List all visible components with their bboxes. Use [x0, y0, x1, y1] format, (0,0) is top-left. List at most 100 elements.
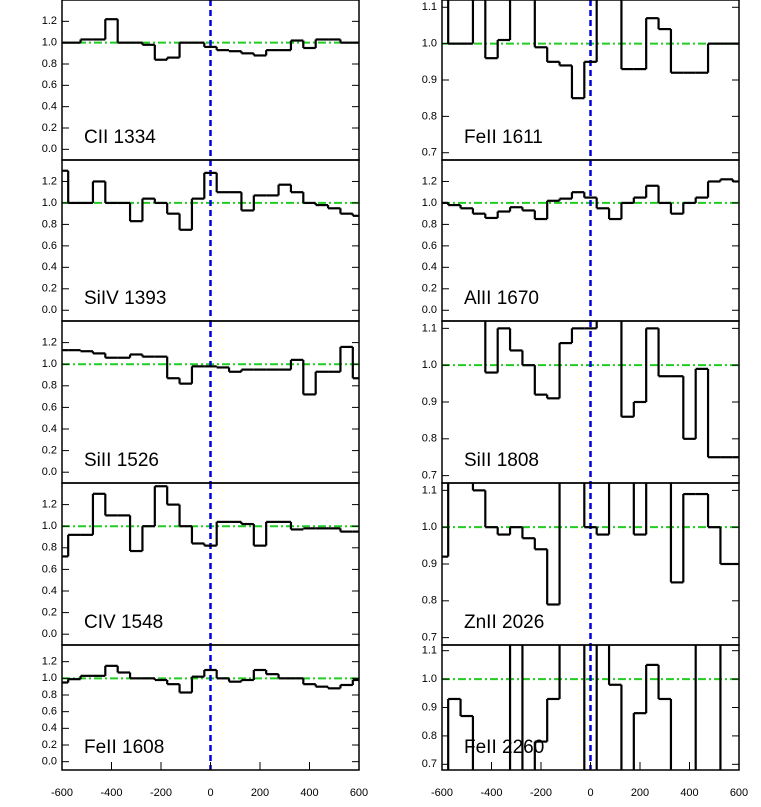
y-tick-label: 1.2: [42, 175, 57, 187]
y-tick-label: 0.4: [422, 261, 437, 273]
spectrum: [62, 18, 359, 61]
panel-label: ZnII 2026: [464, 612, 544, 633]
y-tick-label: 0.8: [42, 58, 57, 70]
panel: 0.7 0.8 0.9 1.0 1.1 SiII 1808: [422, 320, 740, 484]
x-tick-label: 0: [207, 787, 213, 799]
x-tick-label: 0: [587, 787, 593, 799]
panel-label: SiII 1526: [84, 450, 159, 471]
y-tick-label: 1.0: [422, 673, 437, 685]
panel-label: SiIV 1393: [84, 288, 166, 309]
panel: 0.0 0.2 0.4 0.6 0.8 1.0 1.2 SiIV 1393: [42, 159, 360, 322]
y-tick-label: 1.2: [422, 175, 437, 187]
y-tick-label: 0.8: [422, 433, 437, 445]
y-tick-label: 0.9: [422, 701, 437, 713]
x-tick-label: 400: [680, 787, 698, 799]
panel: 0.7 0.8 0.9 1.0 1.1 ZnII 2026: [422, 482, 740, 646]
y-tick-label: 1.0: [422, 359, 437, 371]
y-tick-label: 0.7: [422, 758, 437, 770]
y-tick-label: 0.7: [422, 470, 437, 482]
y-tick-label: 0.6: [42, 706, 57, 718]
x-tick-label: -200: [530, 787, 552, 799]
y-tick-label: 0.2: [42, 122, 57, 134]
panel-label: CIV 1548: [84, 612, 163, 633]
y-tick-label: 0.8: [42, 689, 57, 701]
y-tick-label: 0.6: [42, 563, 57, 575]
y-tick-label: 0.2: [42, 739, 57, 751]
spectrum: [62, 345, 359, 396]
panel-label: FeII 1608: [84, 737, 164, 758]
x-tick-label: -600: [51, 787, 73, 799]
y-tick-label: 0.4: [42, 585, 57, 597]
panel: 0.7 0.8 0.9 1.0 1.1 FeII 1611: [422, 0, 740, 161]
x-tick-label: 200: [251, 787, 269, 799]
x-tick-label: 200: [631, 787, 649, 799]
y-tick-label: 0.9: [422, 396, 437, 408]
y-tick-label: 0.9: [422, 558, 437, 570]
y-tick-label: 0.8: [42, 218, 57, 230]
x-tick-label: -400: [100, 787, 122, 799]
spectrum: [62, 169, 359, 231]
spectrum: [442, 178, 739, 221]
plot-frame: [61, 644, 360, 771]
spectrum: [447, 0, 739, 100]
y-tick-label: 0.0: [422, 304, 437, 316]
y-tick-label: 0.2: [422, 283, 437, 295]
panel: 0.0 0.2 0.4 0.6 0.8 1.0 1.2 AlII 1670: [422, 159, 740, 322]
y-tick-label: 0.0: [42, 756, 57, 768]
spectrum: [484, 321, 739, 459]
y-tick-label: 0.0: [42, 143, 57, 155]
y-tick-label: 0.4: [42, 423, 57, 435]
y-tick-label: 0.0: [42, 304, 57, 316]
spectrum: [447, 645, 722, 770]
panel: 0.0 0.2 0.4 0.6 0.8 1.0 1.2 CIV 1548: [42, 482, 360, 646]
y-tick-label: 0.0: [42, 628, 57, 640]
panel: 0.0 0.2 0.4 0.6 0.8 1.0 1.2 CII 1334: [42, 0, 360, 161]
panel-label: CII 1334: [84, 127, 156, 148]
y-tick-label: 0.4: [42, 101, 57, 113]
y-tick-label: 1.0: [42, 197, 57, 209]
panel-label: FeII 1611: [464, 127, 543, 148]
y-tick-label: 1.2: [42, 15, 57, 27]
x-tick-label: 600: [350, 787, 368, 799]
panel: 0.0 0.2 0.4 0.6 0.8 1.0 1.2 -600 -400 -200 0 200 400…: [42, 644, 368, 799]
y-tick-label: 0.8: [42, 380, 57, 392]
x-tick-label: 600: [730, 787, 748, 799]
y-tick-label: 0.6: [422, 240, 437, 252]
panel: 0.0 0.2 0.4 0.6 0.8 1.0 1.2 SiII 1526: [42, 320, 360, 484]
y-tick-label: 1.1: [422, 1, 437, 13]
y-tick-label: 0.7: [422, 147, 437, 159]
y-tick-label: 1.0: [42, 672, 57, 684]
y-tick-label: 0.9: [422, 74, 437, 86]
y-tick-label: 1.2: [42, 499, 57, 511]
y-tick-label: 0.8: [422, 110, 437, 122]
x-tick-label: -400: [480, 787, 502, 799]
y-tick-label: 1.1: [422, 484, 437, 496]
panel-label: SiII 1808: [464, 450, 539, 471]
y-tick-label: 1.0: [422, 197, 437, 209]
y-tick-label: 0.7: [422, 632, 437, 644]
x-tick-label: -200: [150, 787, 172, 799]
y-tick-label: 0.2: [42, 283, 57, 295]
panel-label: FeII 2260: [464, 737, 544, 758]
y-tick-label: 1.0: [422, 521, 437, 533]
y-tick-label: 0.8: [422, 218, 437, 230]
x-tick-label: -600: [431, 787, 453, 799]
spectrum: [442, 483, 739, 606]
y-tick-label: 0.6: [42, 79, 57, 91]
y-tick-label: 1.1: [422, 645, 437, 657]
plot-frame: [441, 644, 740, 771]
y-tick-label: 1.0: [42, 37, 57, 49]
panel-label: AlII 1670: [464, 288, 539, 309]
y-tick-label: 1.0: [42, 520, 57, 532]
x-tick-label: 400: [300, 787, 318, 799]
y-tick-label: 0.0: [42, 466, 57, 478]
spectrum: [62, 485, 359, 558]
y-tick-label: 0.4: [42, 722, 57, 734]
spectrum: [62, 664, 359, 694]
y-tick-label: 0.4: [42, 261, 57, 273]
y-tick-label: 1.1: [422, 322, 437, 334]
y-tick-label: 0.6: [42, 240, 57, 252]
y-tick-label: 1.2: [42, 656, 57, 668]
y-tick-label: 0.8: [422, 595, 437, 607]
